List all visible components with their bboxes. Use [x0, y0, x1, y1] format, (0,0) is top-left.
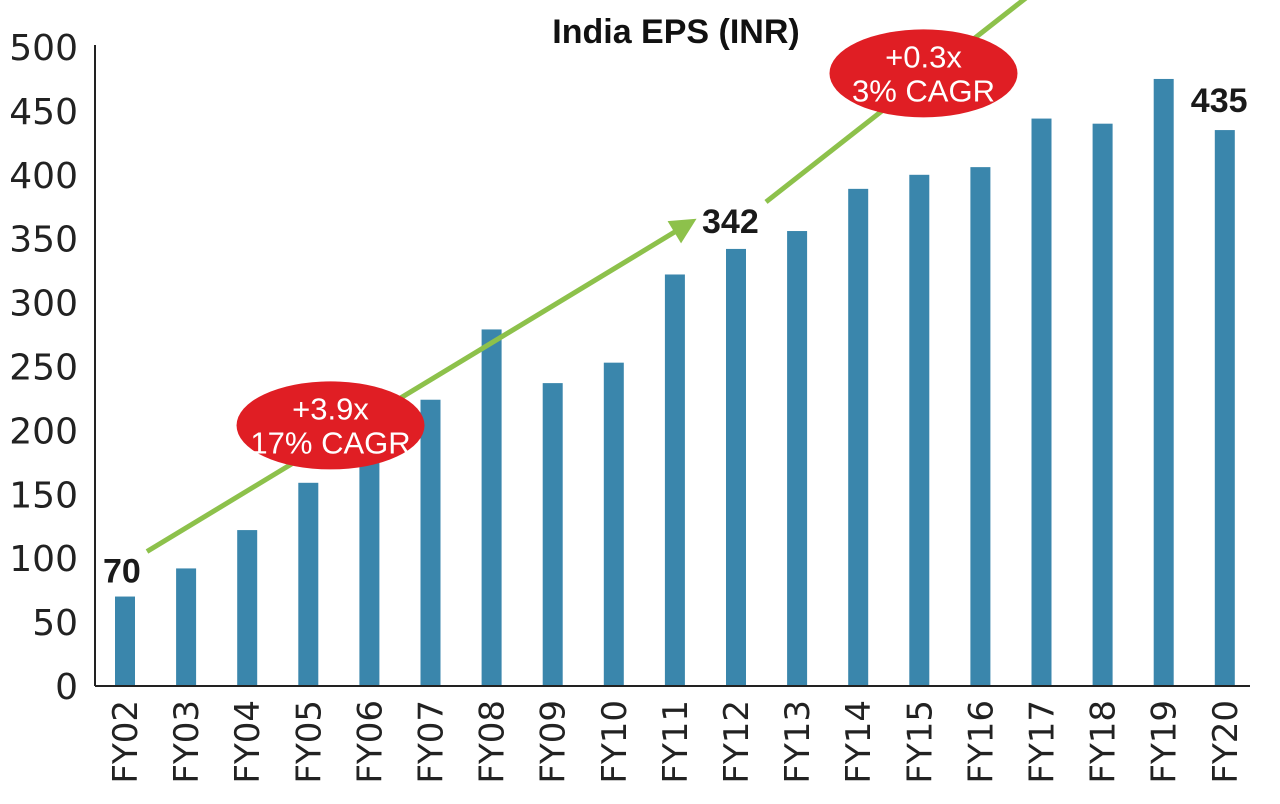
bar-fy06: [359, 458, 380, 686]
x-tick-label: FY03: [167, 700, 207, 784]
badge-multiple: +0.3x: [885, 39, 962, 74]
trend-arrow-head: [667, 218, 697, 244]
bar-fy19: [1153, 78, 1174, 686]
bar-fy04: [237, 530, 258, 686]
cagr-badge: [236, 381, 425, 470]
data-label-fy12: 342: [702, 203, 759, 241]
x-tick-label: FY12: [717, 700, 757, 784]
y-tick-label: 400: [9, 156, 78, 197]
bar-fy16: [970, 167, 991, 686]
bar-fy08: [481, 329, 502, 686]
bar-fy07: [420, 399, 441, 686]
bar-fy17: [1031, 118, 1052, 687]
bar-fy09: [542, 383, 563, 686]
trend-arrow-line: [145, 221, 690, 554]
x-tick-label: FY04: [228, 700, 268, 784]
chart-title: India EPS (INR): [552, 13, 799, 51]
cagr-badge: [829, 29, 1018, 118]
x-tick-label: FY18: [1084, 700, 1124, 784]
y-tick-label: 500: [9, 28, 78, 69]
bar-fy02: [115, 596, 135, 686]
y-axis: 0 50 100 150 200 250 300 350 400 450 500: [9, 28, 78, 708]
bar-fy15: [909, 174, 930, 687]
bar-fy13: [787, 231, 808, 687]
x-tick-label: FY05: [289, 700, 329, 784]
bar-fy05: [298, 482, 319, 686]
x-axis: FY02 FY03 FY04 FY05 FY06 FY07 FY08 FY09 FY10 FY11…: [106, 700, 1246, 784]
x-tick-label: FY07: [412, 700, 452, 784]
x-tick-label: FY11: [656, 700, 696, 784]
y-tick-label: 450: [9, 92, 78, 133]
x-tick-label: FY16: [961, 700, 1001, 784]
x-tick-label: FY13: [778, 700, 818, 784]
x-tick-label: FY02: [106, 700, 146, 784]
data-label-fy20: 435: [1191, 82, 1248, 120]
y-tick-label: 150: [9, 475, 78, 516]
y-tick-label: 50: [32, 603, 78, 644]
axis-lines: [94, 45, 1250, 687]
badge-multiple: +3.9x: [292, 391, 369, 426]
y-tick-label: 0: [55, 667, 78, 708]
bar-fy03: [176, 568, 197, 686]
y-tick-label: 350: [9, 220, 78, 261]
x-tick-label: FY14: [839, 700, 879, 784]
y-tick-label: 300: [9, 284, 78, 325]
bar-fy20: [1214, 130, 1235, 686]
x-tick-label: FY20: [1206, 700, 1246, 784]
x-tick-label: FY09: [534, 700, 574, 784]
bar-fy14: [848, 188, 869, 686]
x-tick-label: FY08: [473, 700, 513, 784]
x-tick-label: FY17: [1023, 700, 1063, 784]
bar-series: [115, 78, 1235, 687]
badge-cagr: 17% CAGR: [250, 425, 410, 460]
bar-fy10: [603, 362, 624, 686]
bar-fy12: [726, 248, 746, 686]
data-labels: 70 342 435: [103, 82, 1248, 591]
x-tick-label: FY19: [1145, 700, 1185, 784]
y-tick-label: 200: [9, 411, 78, 452]
bar-fy11: [664, 274, 685, 686]
x-tick-label: FY15: [900, 700, 940, 784]
badge-cagr: 3% CAGR: [852, 73, 995, 108]
bar-fy18: [1092, 123, 1113, 687]
y-tick-label: 250: [9, 348, 78, 389]
data-label-fy02: 70: [103, 553, 141, 591]
x-tick-label: FY06: [350, 700, 390, 784]
x-tick-label: FY10: [595, 700, 635, 784]
y-tick-label: 100: [9, 539, 78, 580]
